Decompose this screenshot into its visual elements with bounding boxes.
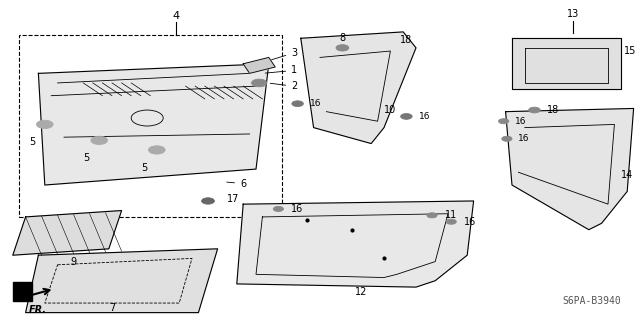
Text: S6PA-B3940: S6PA-B3940	[562, 296, 621, 306]
Polygon shape	[38, 64, 269, 185]
Text: 10: 10	[384, 105, 396, 115]
Polygon shape	[237, 201, 474, 287]
Circle shape	[202, 198, 214, 204]
Circle shape	[499, 119, 509, 124]
Circle shape	[427, 213, 437, 218]
Text: 11: 11	[445, 210, 457, 220]
Circle shape	[36, 120, 53, 129]
Text: 3: 3	[271, 48, 298, 60]
Circle shape	[446, 219, 456, 224]
Polygon shape	[13, 282, 32, 301]
Circle shape	[502, 136, 512, 141]
Circle shape	[273, 206, 284, 211]
Text: 5: 5	[29, 137, 35, 147]
Text: 16: 16	[291, 204, 303, 214]
Text: 9: 9	[70, 257, 77, 267]
Polygon shape	[243, 57, 275, 73]
Text: 5: 5	[83, 153, 90, 163]
Circle shape	[292, 101, 303, 107]
Polygon shape	[512, 38, 621, 89]
Text: 15: 15	[624, 46, 636, 56]
Text: 6: 6	[227, 179, 246, 189]
Text: 5: 5	[141, 163, 147, 173]
Circle shape	[336, 45, 349, 51]
Circle shape	[252, 79, 267, 87]
Text: 2: 2	[270, 81, 298, 91]
FancyBboxPatch shape	[19, 35, 282, 217]
Polygon shape	[506, 108, 634, 230]
Text: 14: 14	[621, 170, 633, 181]
Text: 4: 4	[172, 11, 180, 21]
Circle shape	[91, 136, 108, 145]
Polygon shape	[26, 249, 218, 313]
Text: 7: 7	[109, 303, 115, 313]
Text: 18: 18	[400, 35, 412, 45]
Text: 1: 1	[265, 65, 298, 75]
Text: 16: 16	[515, 117, 527, 126]
Text: FR.: FR.	[29, 305, 47, 315]
Circle shape	[148, 146, 165, 154]
Text: 13: 13	[566, 9, 579, 19]
Polygon shape	[301, 32, 416, 144]
Circle shape	[401, 114, 412, 119]
Text: 17: 17	[227, 194, 239, 204]
Text: 16: 16	[310, 99, 322, 108]
Text: 18: 18	[547, 105, 559, 115]
Text: 16: 16	[518, 134, 530, 143]
Text: 16: 16	[464, 217, 476, 227]
Text: 8: 8	[339, 33, 346, 43]
Text: 16: 16	[419, 112, 431, 121]
Polygon shape	[13, 211, 122, 255]
Text: 12: 12	[355, 287, 368, 297]
Circle shape	[529, 107, 540, 113]
